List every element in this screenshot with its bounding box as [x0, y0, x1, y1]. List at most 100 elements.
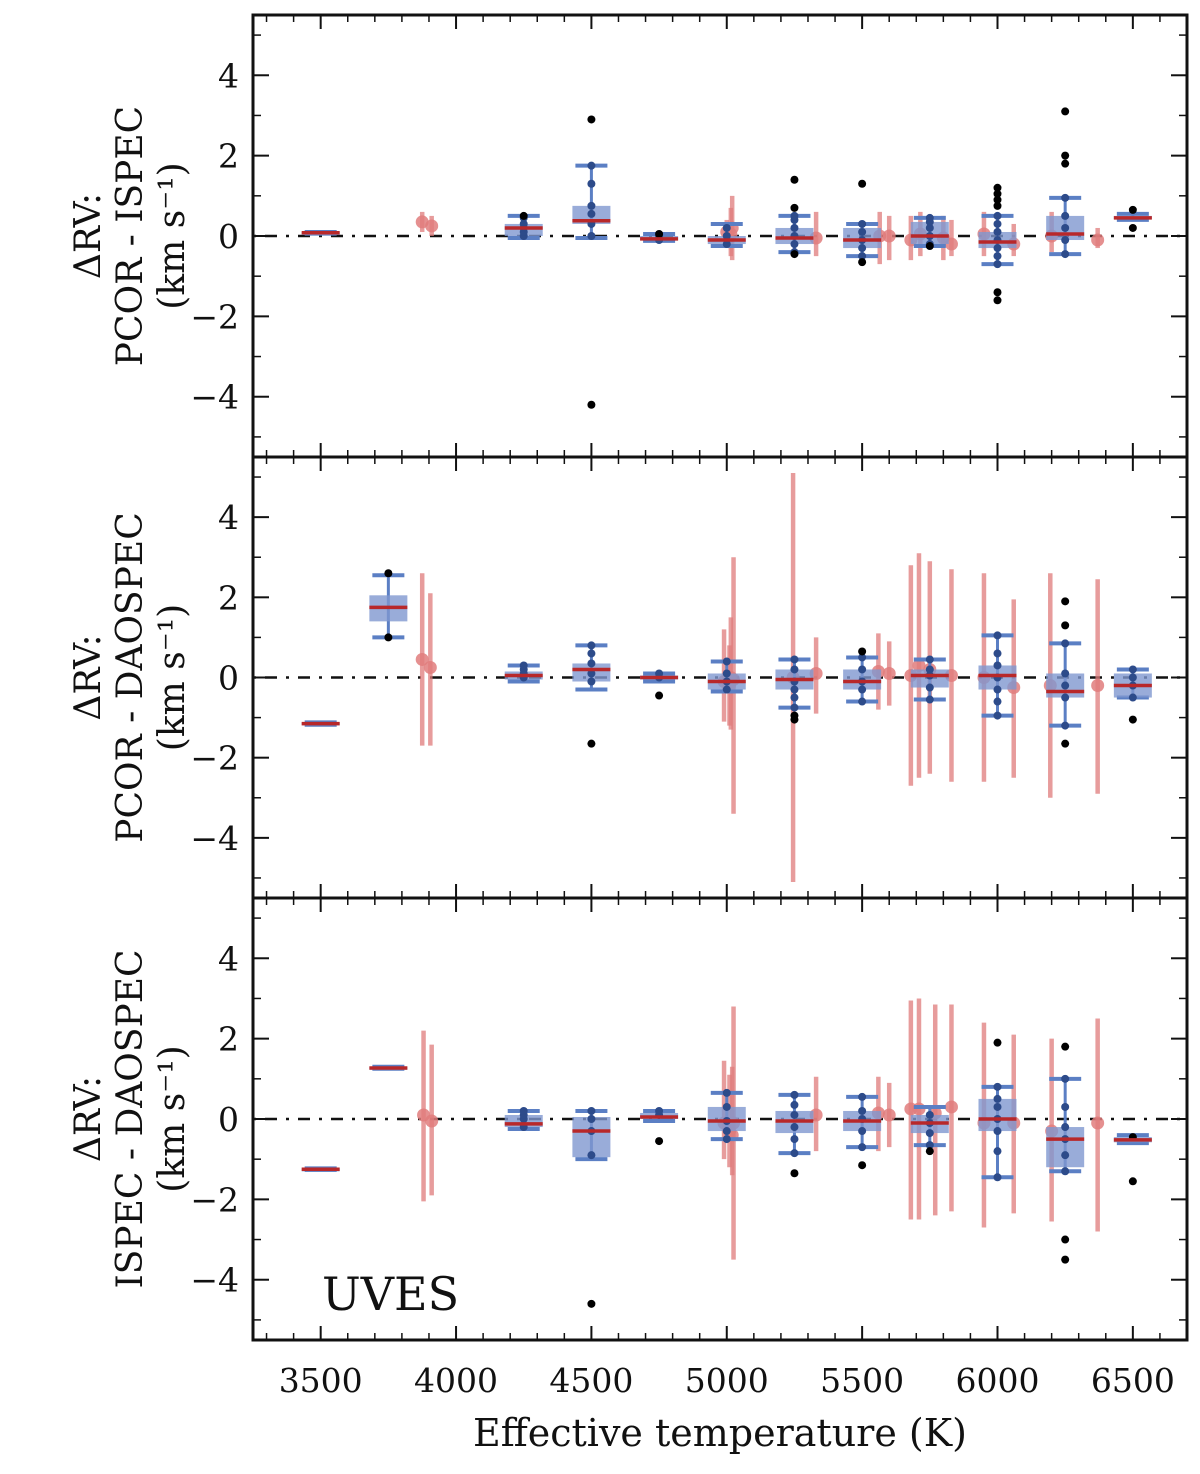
- y-tick-label: 4: [218, 498, 239, 537]
- outlier-point: [790, 250, 799, 259]
- box-group: [910, 655, 949, 704]
- box-member-point: [1061, 681, 1070, 690]
- outlier-point: [993, 296, 1002, 305]
- box-member-point: [858, 653, 867, 662]
- box-group: [910, 213, 949, 251]
- outlier-point: [993, 1038, 1002, 1047]
- box-member-point: [587, 179, 596, 188]
- box-member-point: [925, 655, 934, 664]
- box-group: [843, 1092, 882, 1170]
- outlier-point: [519, 211, 528, 220]
- outlier-point: [858, 258, 867, 267]
- y-axis-title-line: (km s⁻¹): [152, 1045, 193, 1192]
- box-member-point: [993, 685, 1002, 694]
- box-member-point: [519, 1106, 528, 1115]
- box-group: [640, 669, 679, 700]
- outlier-point: [790, 203, 799, 212]
- box-member-point: [858, 227, 867, 236]
- box-group: [843, 647, 882, 706]
- box-member-point: [790, 1149, 799, 1158]
- box-member-point: [925, 213, 934, 222]
- box-member-point: [1128, 673, 1137, 682]
- x-tick-label: 5000: [685, 1361, 769, 1400]
- outlier-point: [993, 195, 1002, 204]
- box-member-point: [1061, 1151, 1070, 1160]
- box-member-point: [790, 1090, 799, 1099]
- box-member-point: [1061, 721, 1070, 730]
- outlier-point: [993, 189, 1002, 198]
- outlier-point: [790, 175, 799, 184]
- box-member-point: [722, 1127, 731, 1136]
- data-point: [1091, 679, 1105, 693]
- outlier-point: [587, 1299, 596, 1308]
- box-member-point: [587, 669, 596, 678]
- box-group: [707, 221, 746, 249]
- box-member-point: [858, 1127, 867, 1136]
- outlier-point: [1061, 107, 1070, 116]
- box-member-point: [858, 685, 867, 694]
- box-member-point: [722, 232, 731, 240]
- box-group: [775, 1090, 814, 1178]
- panel-2: −4 −2 0 2 4 ΔRV:PCOR - DAOSPEC(km s⁻¹): [68, 455, 1189, 900]
- box-group: [1113, 665, 1152, 724]
- outlier-point: [655, 1137, 664, 1146]
- box-member-point: [925, 1141, 934, 1150]
- box-member-point: [790, 223, 799, 232]
- box-member-point: [993, 711, 1002, 720]
- data-point: [944, 1100, 958, 1114]
- box-member-point: [722, 1102, 731, 1111]
- y-tick-label: −2: [190, 1180, 239, 1219]
- box-member-point: [790, 1100, 799, 1109]
- y-tick-label: 0: [218, 217, 239, 256]
- box-member-point: [1128, 693, 1137, 702]
- x-tick-label: 3500: [279, 1361, 363, 1400]
- box-group: [1113, 205, 1152, 232]
- box-member-point: [790, 211, 799, 220]
- box-member-point: [1061, 236, 1070, 245]
- box-member-point: [993, 1102, 1002, 1111]
- outlier-point: [993, 183, 1002, 192]
- outlier-point: [384, 633, 393, 642]
- box-group: [978, 631, 1017, 720]
- x-axis-title: Effective temperature (K): [473, 1411, 967, 1455]
- data-point: [912, 658, 926, 672]
- box-member-point: [858, 697, 867, 706]
- outlier-point: [858, 1161, 867, 1170]
- outlier-point: [655, 691, 664, 700]
- y-axis-title: ΔRV:ISPEC - DAOSPEC(km s⁻¹): [68, 949, 193, 1288]
- outlier-point: [1061, 597, 1070, 606]
- outlier-point: [1128, 715, 1137, 724]
- box-member-point: [587, 201, 596, 210]
- panel-frame: [251, 896, 1189, 1342]
- y-axis-title-line: PCOR - DAOSPEC: [110, 512, 151, 843]
- outlier-point: [1128, 1177, 1137, 1186]
- box-member-point: [993, 631, 1002, 640]
- box-member-point: [925, 665, 934, 674]
- box-member-point: [925, 223, 934, 232]
- box-member-point: [790, 665, 799, 674]
- y-axis-title-line: PCOR - ISPEC: [110, 106, 151, 366]
- outlier-point: [925, 1147, 934, 1156]
- box-member-point: [790, 240, 799, 249]
- box-group: [572, 641, 611, 748]
- y-tick-label: 4: [218, 939, 239, 978]
- outlier-point: [1061, 1235, 1070, 1244]
- box-member-point: [587, 677, 596, 686]
- box-member-point: [993, 260, 1002, 269]
- outlier-point: [1061, 159, 1070, 168]
- outlier-point: [790, 715, 799, 724]
- box-member-point: [993, 661, 1002, 670]
- x-tick-label: 6500: [1091, 1361, 1175, 1400]
- y-tick-label: 0: [218, 1100, 239, 1139]
- box-member-point: [587, 649, 596, 658]
- box-member-point: [1061, 211, 1070, 220]
- box-member-point: [722, 1088, 731, 1097]
- box-group: [640, 1106, 679, 1146]
- box-member-point: [1061, 1167, 1070, 1176]
- outlier-point: [587, 115, 596, 124]
- y-tick-label: −4: [190, 1261, 239, 1300]
- data-point: [882, 229, 896, 243]
- y-axis-title-line: (km s⁻¹): [152, 604, 193, 751]
